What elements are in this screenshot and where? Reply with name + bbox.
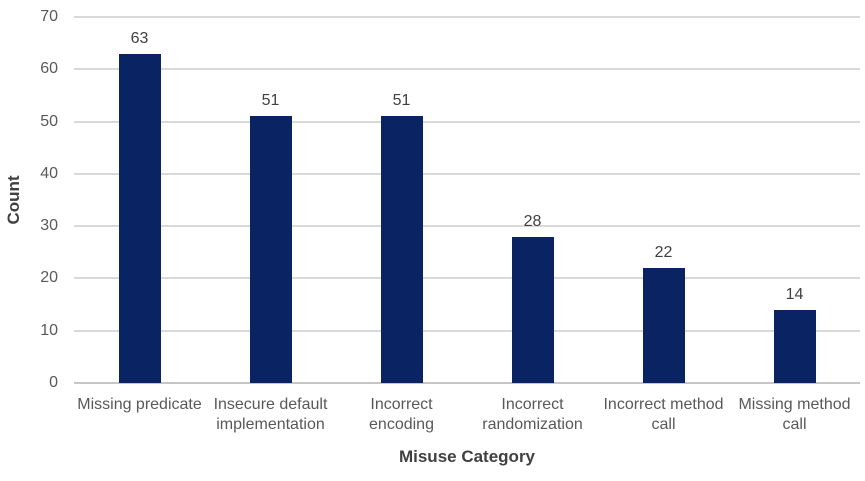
- category-label: Insecure default implementation: [213, 396, 328, 433]
- gridline: [74, 68, 860, 71]
- gridline: [74, 329, 860, 332]
- y-tick-label: 30: [40, 217, 58, 235]
- bar-slot: 51: [205, 17, 336, 383]
- category-label: Missing method call: [738, 396, 851, 433]
- bar-value-label: 28: [523, 212, 542, 230]
- x-axis-title: Misuse Category: [398, 447, 536, 466]
- bar-value-label: 51: [392, 92, 411, 110]
- bar: [249, 116, 292, 383]
- bar-value-label: 14: [785, 285, 804, 303]
- bar-value-label: 51: [261, 92, 280, 110]
- bar-slot: 14: [729, 17, 860, 383]
- category-label: Incorrect encoding: [369, 396, 434, 433]
- plot-area: 63 51 51 28 22 14: [74, 16, 860, 384]
- category-label: Incorrect method call: [603, 396, 724, 433]
- bar: [773, 309, 816, 383]
- gridline: [74, 225, 860, 228]
- y-tick-label: 40: [40, 164, 58, 182]
- y-tick-label: 20: [40, 269, 58, 287]
- gridline: [74, 16, 860, 18]
- gridline: [74, 277, 860, 280]
- y-tick-label: 60: [40, 60, 58, 78]
- y-tick-label: 50: [40, 112, 58, 130]
- bar: [511, 236, 554, 383]
- bar-slot: 51: [336, 17, 467, 383]
- bar-slot: 63: [74, 17, 205, 383]
- y-tick-label: 0: [49, 374, 58, 391]
- x-axis-line: [74, 382, 860, 384]
- bar-slot: 22: [598, 17, 729, 383]
- gridline: [74, 172, 860, 175]
- bar: [642, 267, 685, 383]
- bar-slot: 28: [467, 17, 598, 383]
- bar-value-label: 63: [130, 29, 149, 47]
- y-axis-ticks: 0 10 20 30 40 50 60 70: [0, 8, 58, 391]
- bar: [118, 53, 161, 383]
- category-label: Missing predicate: [77, 396, 202, 413]
- gridline: [74, 120, 860, 123]
- x-axis-category-labels: Missing predicate Insecure default implem…: [74, 395, 860, 439]
- category-label: Incorrect randomization: [482, 396, 583, 433]
- bar: [380, 116, 423, 383]
- y-tick-label: 70: [40, 8, 58, 25]
- bar-value-label: 22: [654, 243, 673, 261]
- y-tick-label: 10: [40, 321, 58, 339]
